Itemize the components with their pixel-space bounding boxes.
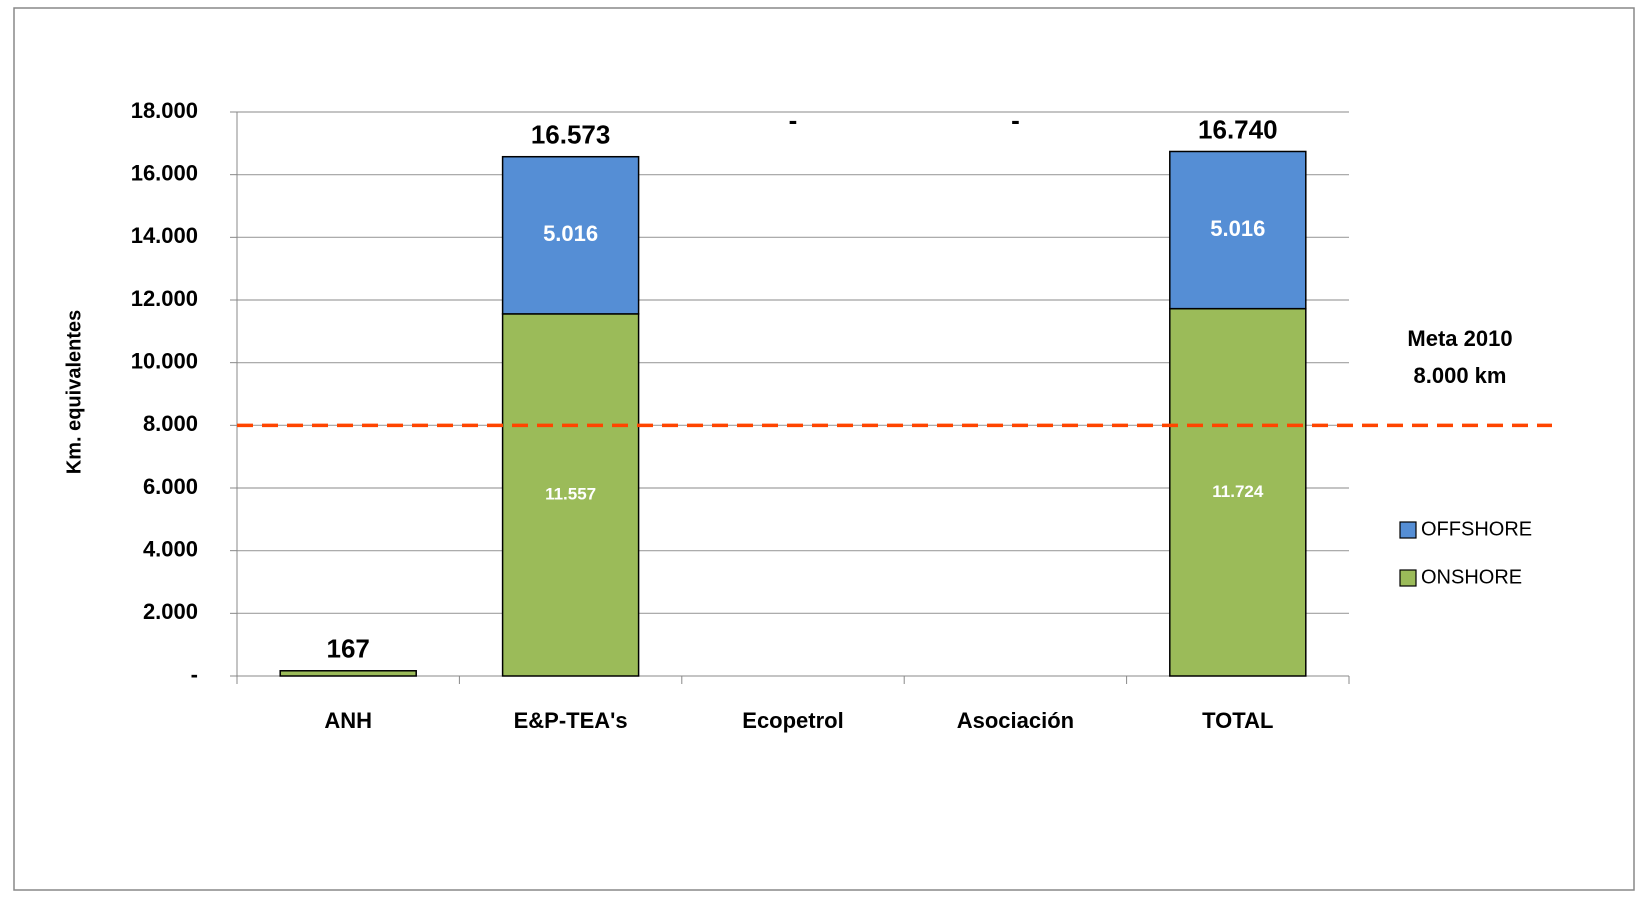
bar-segment (501, 155, 640, 315)
legend-swatch (1399, 521, 1417, 539)
value-label: 11.557 (545, 484, 596, 503)
total-label: 16.573 (531, 120, 611, 150)
x-tick-label: E&P-TEA's (514, 708, 628, 733)
legend-swatch (1399, 569, 1417, 587)
chart-border (13, 7, 1635, 891)
x-tick-label: Asociación (957, 708, 1074, 733)
reference-label: 8.000 km (1414, 363, 1507, 388)
y-tick-label: 4.000 (143, 536, 198, 561)
y-tick-label: 8.000 (143, 411, 198, 436)
bar-segment (501, 313, 640, 677)
x-tick-label: ANH (324, 708, 372, 733)
y-axis-title: Km. equivalentes (63, 310, 85, 475)
y-tick-label: 10.000 (131, 348, 198, 373)
reference-label: Meta 2010 (1407, 326, 1512, 351)
x-tick-label: Ecopetrol (742, 708, 843, 733)
y-tick-label: 6.000 (143, 474, 198, 499)
total-label: 16.740 (1198, 114, 1278, 144)
total-label: 167 (327, 634, 370, 664)
value-label: 5.016 (543, 221, 598, 246)
y-tick-label: 18.000 (131, 98, 198, 123)
y-tick-label: 14.000 (131, 223, 198, 248)
value-label: 11.724 (1212, 482, 1264, 501)
bar-segment (1169, 150, 1307, 310)
y-tick-label: 16.000 (131, 160, 198, 185)
y-tick-label: 12.000 (131, 286, 198, 311)
y-tick-label: - (191, 662, 198, 687)
bar-segment (279, 670, 417, 677)
value-label: 5.016 (1210, 216, 1265, 241)
legend-label: ONSHORE (1421, 566, 1522, 588)
legend-label: OFFSHORE (1421, 518, 1532, 540)
total-label: - (1011, 105, 1020, 135)
y-tick-label: 2.000 (143, 599, 198, 624)
x-tick-label: TOTAL (1202, 708, 1273, 733)
total-label: - (789, 105, 798, 135)
bar-segment (1169, 307, 1307, 677)
